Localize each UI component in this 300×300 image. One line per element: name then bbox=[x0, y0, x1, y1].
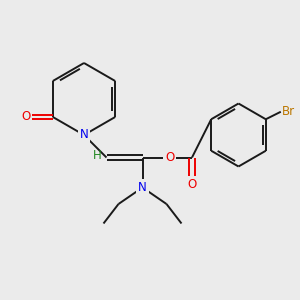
Text: O: O bbox=[21, 110, 30, 124]
Text: O: O bbox=[188, 178, 196, 191]
Text: Br: Br bbox=[282, 105, 296, 118]
Text: H: H bbox=[92, 148, 101, 162]
Text: N: N bbox=[80, 128, 88, 142]
Text: N: N bbox=[138, 181, 147, 194]
Text: O: O bbox=[165, 151, 174, 164]
